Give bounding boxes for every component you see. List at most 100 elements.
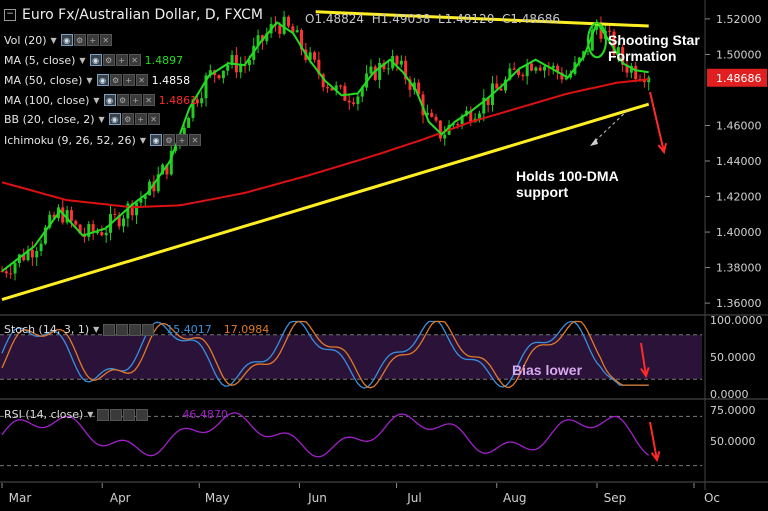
candle-body — [226, 65, 230, 71]
annotation-shooting-star: Shooting Star Formation — [608, 32, 700, 64]
plus-icon[interactable]: + — [122, 74, 135, 86]
stoch-tick-label: 50.0000 — [710, 351, 756, 364]
price-tick-label: 1.40000 — [716, 226, 762, 239]
close-icon[interactable] — [142, 323, 155, 336]
indicator-label: MA (100, close) — [4, 93, 90, 107]
close-icon[interactable]: ✕ — [99, 34, 112, 46]
plus-icon[interactable]: + — [175, 134, 188, 146]
indicator-vol[interactable]: Vol (20) ▼ ◉ ⚙ + ✕ — [4, 31, 112, 49]
indicator-ichimoku[interactable]: Ichimoku (9, 26, 52, 26) ▼ ◉ ⚙ + ✕ — [4, 131, 201, 149]
bearish-arrow-stoch — [640, 342, 647, 377]
candle-body — [139, 198, 143, 203]
indicator-label: MA (5, close) — [4, 53, 76, 67]
candle-body — [143, 195, 147, 199]
rsi-tick-label: 75.0000 — [710, 404, 756, 417]
rsi-value: 46.4870 — [182, 408, 228, 421]
pointer-arrow-icon — [590, 138, 598, 146]
candle-body — [438, 120, 442, 139]
settings-icon[interactable]: ⚙ — [121, 113, 134, 125]
eye-icon[interactable] — [97, 408, 110, 421]
candle-body — [434, 116, 438, 121]
eye-icon[interactable]: ◉ — [60, 34, 73, 46]
candle-body — [347, 100, 351, 103]
eye-icon[interactable]: ◉ — [89, 54, 102, 66]
candle-body — [247, 59, 251, 66]
close-icon[interactable]: ✕ — [188, 134, 201, 146]
settings-icon[interactable] — [110, 408, 123, 421]
candle-body — [130, 203, 134, 216]
dropdown-arrow-icon[interactable]: ▼ — [93, 95, 100, 105]
candle-body — [78, 224, 82, 234]
plus-icon[interactable]: + — [129, 94, 142, 106]
dropdown-arrow-icon[interactable]: ▼ — [86, 75, 93, 85]
close-icon[interactable]: ✕ — [128, 54, 141, 66]
eye-icon[interactable]: ◉ — [149, 134, 162, 146]
settings-icon[interactable]: ⚙ — [116, 94, 129, 106]
candle-body — [95, 232, 99, 234]
candle-body — [4, 271, 8, 274]
collapse-icon[interactable]: − — [4, 9, 16, 21]
ohlc-high: H1.49038 — [371, 12, 431, 26]
indicator-ma5[interactable]: MA (5, close) ▼ ◉ ⚙ + ✕ 1.4897 — [4, 51, 183, 69]
plus-icon[interactable]: + — [86, 34, 99, 46]
plus-icon[interactable]: + — [115, 54, 128, 66]
dropdown-arrow-icon[interactable]: ▼ — [50, 35, 57, 45]
candle-body — [9, 273, 13, 275]
candle-body — [482, 97, 486, 114]
candle-body — [195, 99, 199, 104]
candle-body — [430, 112, 434, 117]
settings-icon[interactable]: ⚙ — [162, 134, 175, 146]
settings-icon[interactable]: ⚙ — [102, 54, 115, 66]
eye-icon[interactable]: ◉ — [96, 74, 109, 86]
settings-icon[interactable]: ⚙ — [109, 74, 122, 86]
candle-body — [330, 88, 334, 91]
close-icon[interactable]: ✕ — [135, 74, 148, 86]
ohlc-low: L1.48120 — [438, 12, 495, 26]
stoch-pane-label[interactable]: Stoch (14, 3, 1) ▼ 15.4017 17.0984 — [4, 323, 269, 336]
eye-icon[interactable]: ◉ — [108, 113, 121, 125]
candle-body — [13, 263, 17, 274]
candle-body — [343, 85, 347, 101]
dropdown-arrow-icon[interactable]: ▼ — [93, 325, 100, 334]
price-tick-label: 1.52000 — [716, 13, 762, 26]
plus-icon[interactable] — [123, 408, 136, 421]
indicator-bb[interactable]: BB (20, close, 2) ▼ ◉ ⚙ + ✕ — [4, 110, 160, 128]
indicator-ma100[interactable]: MA (100, close) ▼ ◉ ⚙ + ✕ 1.4861 — [4, 91, 197, 109]
price-tick-label: 1.50000 — [716, 48, 762, 61]
candle-body — [334, 85, 338, 91]
candle-body — [278, 25, 282, 34]
candle-body — [191, 99, 195, 118]
candle-body — [256, 35, 260, 46]
eye-icon[interactable] — [103, 323, 116, 336]
settings-icon[interactable]: ⚙ — [73, 34, 86, 46]
candle-body — [534, 67, 538, 71]
rsi-pane-label[interactable]: RSI (14, close) ▼ 46.4870 — [4, 408, 228, 421]
settings-icon[interactable] — [116, 323, 129, 336]
close-icon[interactable] — [136, 408, 149, 421]
candle-body — [339, 85, 343, 87]
candle-body — [616, 47, 620, 55]
candle-body — [122, 218, 126, 227]
candle-body — [182, 127, 186, 135]
close-icon[interactable]: ✕ — [142, 94, 155, 106]
candle-body — [156, 174, 160, 192]
dropdown-arrow-icon[interactable]: ▼ — [139, 135, 146, 145]
indicator-ma50[interactable]: MA (50, close) ▼ ◉ ⚙ + ✕ 1.4858 — [4, 71, 190, 89]
candle-body — [460, 115, 464, 124]
eye-icon[interactable]: ◉ — [103, 94, 116, 106]
candle-body — [217, 75, 221, 79]
dropdown-arrow-icon[interactable]: ▼ — [79, 55, 86, 65]
candle-body — [43, 227, 47, 244]
candle-body — [386, 68, 390, 70]
ma100-line — [1, 78, 649, 209]
plus-icon[interactable] — [129, 323, 142, 336]
x-tick-label: Oc — [704, 491, 720, 505]
candle-body — [52, 214, 56, 219]
close-icon[interactable]: ✕ — [147, 113, 160, 125]
candle-body — [326, 87, 330, 89]
dropdown-arrow-icon[interactable]: ▼ — [98, 114, 105, 124]
plus-icon[interactable]: + — [134, 113, 147, 125]
indicator-value: 1.4858 — [151, 73, 191, 87]
dropdown-arrow-icon[interactable]: ▼ — [87, 410, 94, 419]
